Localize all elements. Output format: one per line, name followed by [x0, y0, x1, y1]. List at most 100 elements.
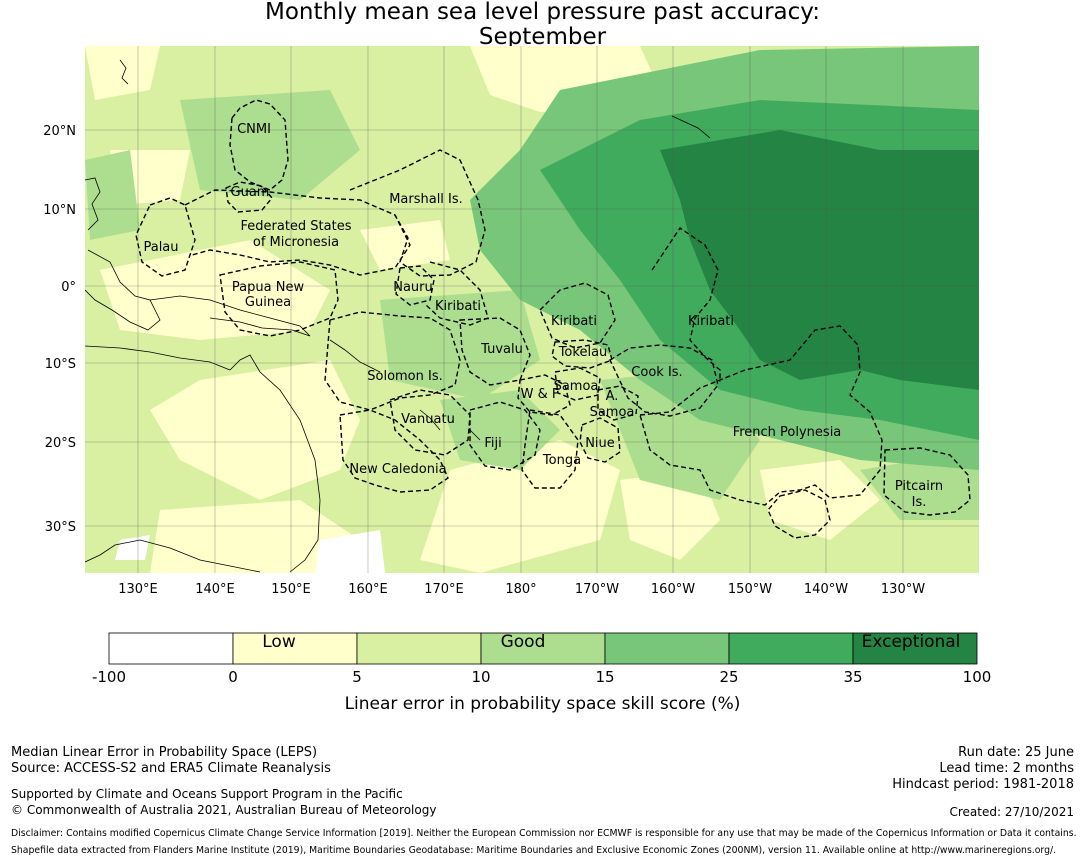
- colorbar-tick: 10: [471, 668, 490, 686]
- field-negative: [115, 530, 385, 573]
- region-label-french-polynesia: French Polynesia: [733, 425, 842, 440]
- info-hindcast: Hindcast period: 1981-2018: [892, 777, 1074, 792]
- eez-boundaries: [135, 99, 971, 539]
- eez-kiribati-phoenix: [539, 282, 616, 349]
- colorbar-ticks: -100 0 5 10 15 25 35 100: [92, 668, 991, 686]
- info-copyright: © Commonwealth of Australia 2021, Austra…: [11, 803, 437, 817]
- region-label-fsm-1: Federated States: [241, 219, 352, 234]
- colorbar-tick: 0: [228, 668, 238, 686]
- region-label-png-2: Guinea: [245, 295, 291, 310]
- colorbar-tick: -100: [92, 668, 126, 686]
- eez-samoa: [554, 367, 601, 401]
- eez-pitcairn: [883, 447, 971, 516]
- region-label-american-samoa-2: Samoa: [590, 405, 635, 420]
- region-label-kiribati-phoenix: Kiribati: [551, 314, 597, 329]
- disclaimer-shapefile: Shapefile data extracted from Flanders M…: [11, 845, 1057, 856]
- eez-fiji: [469, 401, 541, 471]
- colorbar-segment: [356, 632, 482, 665]
- region-label-marshall: Marshall Is.: [389, 192, 463, 207]
- region-label-png-1: Papua New: [232, 280, 305, 295]
- colorbar-tick: 35: [843, 668, 862, 686]
- colorbar-categories: Low Good Exceptional: [262, 632, 960, 652]
- chart-title-line2: September: [478, 24, 607, 50]
- colorbar-segments: [108, 632, 978, 665]
- region-label-solomon: Solomon Is.: [367, 369, 443, 384]
- colorbar-tick: 15: [595, 668, 614, 686]
- eez-cnmi: [229, 99, 289, 191]
- lon-label: 170°W: [575, 582, 619, 597]
- lat-label: 20°S: [45, 436, 76, 451]
- region-label-american-samoa-1: A.: [606, 389, 619, 404]
- colorbar-label: Linear error in probability space skill …: [344, 694, 741, 714]
- lat-label: 0°: [61, 280, 76, 295]
- lat-labels: 20°N 10°N 0° 10°S 20°S 30°S: [43, 124, 76, 535]
- region-label-kiribati-gilbert: Kiribati: [435, 299, 481, 314]
- colorbar-segment: [852, 632, 978, 665]
- eez-marshall: [349, 149, 486, 277]
- info-created: Created: 27/10/2021: [949, 805, 1074, 819]
- category-exceptional: Exceptional: [862, 632, 961, 652]
- eez-tonga: [521, 409, 579, 489]
- info-source: Source: ACCESS-S2 and ERA5 Climate Reana…: [11, 761, 331, 776]
- eez-frenchpoly: [639, 325, 883, 506]
- region-labels: CNMI Guam Marshall Is. Federated States …: [143, 122, 943, 510]
- lon-label: 180°: [505, 582, 536, 597]
- lon-label: 130°W: [881, 582, 925, 597]
- region-label-fiji: Fiji: [484, 436, 501, 451]
- eez-nauru: [395, 265, 435, 306]
- lon-label: 130°E: [118, 582, 158, 597]
- chart-title-line1: Monthly mean sea level pressure past acc…: [265, 0, 820, 25]
- region-label-kiribati-line: Kiribati: [688, 314, 734, 329]
- info-method: Median Linear Error in Probability Space…: [11, 745, 318, 760]
- graticule: [85, 46, 979, 573]
- region-label-pitcairn-2: Is.: [912, 495, 927, 510]
- info-lead-time: Lead time: 2 months: [939, 761, 1074, 776]
- category-good: Good: [501, 632, 546, 652]
- region-label-cnmi: CNMI: [237, 122, 271, 137]
- eez-png: [219, 261, 339, 337]
- lat-label: 20°N: [43, 124, 76, 139]
- region-label-new-caledonia: New Caledonia: [349, 462, 446, 477]
- info-support: Supported by Climate and Oceans Support …: [11, 787, 403, 801]
- eez-pitcairn-ext: [767, 489, 831, 539]
- eez-guam: [225, 181, 273, 213]
- lat-label: 10°N: [43, 203, 76, 218]
- region-label-pitcairn-1: Pitcairn: [895, 479, 943, 494]
- region-label-samoa: Samoa: [554, 379, 599, 394]
- colorbar-segment: [108, 632, 234, 665]
- eez-vanuatu: [389, 389, 471, 456]
- colorbar-tick: 25: [719, 668, 738, 686]
- lon-label: 150°W: [728, 582, 772, 597]
- lon-label: 160°E: [348, 582, 388, 597]
- colorbar-segment: [480, 632, 606, 665]
- colorbar-tick: 100: [963, 668, 992, 686]
- lon-label: 140°E: [195, 582, 235, 597]
- disclaimer-copernicus: Disclaimer: Contains modified Copernicus…: [11, 828, 1077, 839]
- region-label-fsm-2: of Micronesia: [253, 235, 339, 250]
- lon-labels: 130°E 140°E 150°E 160°E 170°E 180° 170°W…: [118, 582, 925, 597]
- lon-label: 160°W: [651, 582, 695, 597]
- region-label-vanuatu: Vanuatu: [401, 412, 455, 427]
- region-label-tuvalu: Tuvalu: [480, 342, 523, 357]
- colorbar-tick: 5: [352, 668, 362, 686]
- field-exceptional: [660, 130, 979, 390]
- region-label-palau: Palau: [143, 240, 178, 255]
- lon-label: 150°E: [271, 582, 311, 597]
- lat-label: 30°S: [45, 520, 76, 535]
- region-label-tonga: Tonga: [542, 453, 581, 468]
- region-label-nauru: Nauru: [393, 280, 433, 295]
- colorbar-segment: [728, 632, 854, 665]
- colorbar: Low Good Exceptional -100 0 5 10 15 25 3…: [92, 632, 991, 686]
- lon-label: 170°E: [424, 582, 464, 597]
- colorbar-segment: [232, 632, 358, 665]
- region-label-tokelau: Tokelau: [558, 345, 608, 360]
- coastlines: [85, 59, 711, 573]
- eez-cook: [609, 344, 719, 417]
- eez-tuvalu: [459, 317, 531, 386]
- eez-fsm: [184, 189, 411, 276]
- region-label-niue: Niue: [585, 436, 615, 451]
- eez-niue: [579, 417, 621, 463]
- region-label-guam: Guam: [231, 185, 270, 200]
- lon-label: 140°W: [804, 582, 848, 597]
- colorbar-segment: [604, 632, 730, 665]
